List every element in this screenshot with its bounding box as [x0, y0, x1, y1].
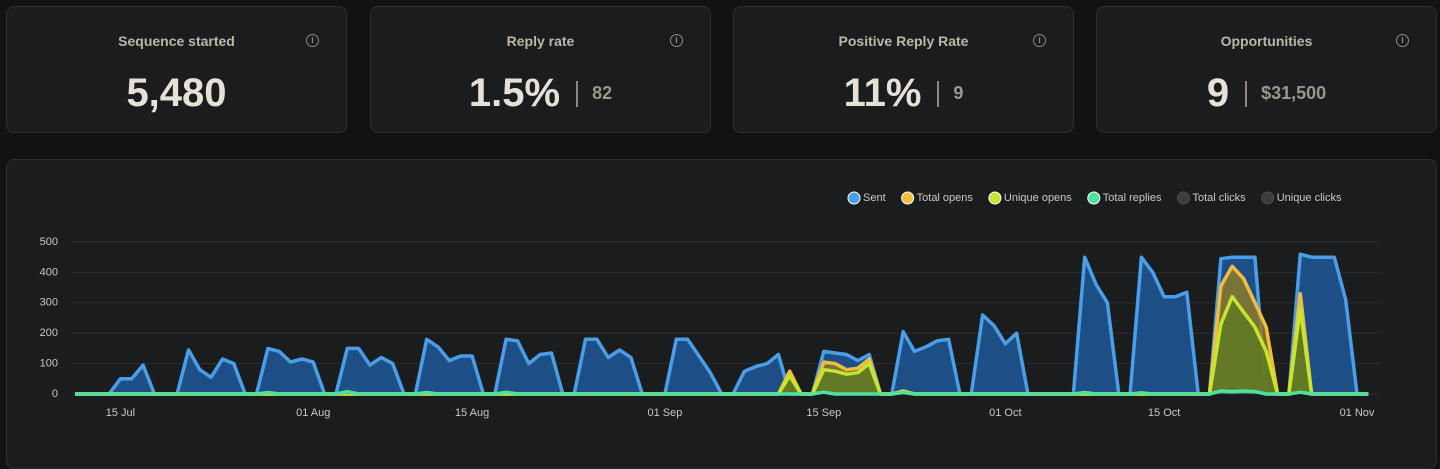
x-tick-label: 15 Jul: [106, 407, 135, 419]
page: {"cards": [ {"title": "Sequence started"…: [6, 6, 1437, 469]
legend-label[interactable]: Unique opens: [1004, 192, 1072, 204]
chart-panel: [6, 159, 1437, 469]
series-line: [75, 389, 1369, 396]
kpi-card: Reply rate i 1.5% 82: [370, 6, 711, 133]
legend-marker[interactable]: [988, 191, 1002, 205]
card-value: 5,480: [126, 71, 227, 115]
card-secondary: 9: [953, 83, 964, 103]
chart: 0 100 200 300 400 500 15 Jul 01 Aug 15 Aug 01 Sep…: [40, 191, 1380, 419]
card-title: Reply rate: [506, 33, 575, 49]
x-tick-label: 01 Oct: [989, 407, 1021, 419]
y-tick-label: 0: [52, 388, 58, 400]
info-icon[interactable]: i: [1396, 34, 1409, 47]
card-title: Positive Reply Rate: [838, 33, 969, 49]
card-secondary: $31,500: [1261, 83, 1327, 103]
info-icon[interactable]: i: [306, 34, 319, 47]
card-value: 1.5%: [468, 71, 561, 115]
y-tick-label: 500: [40, 236, 58, 248]
legend-marker[interactable]: [901, 191, 915, 205]
legend-marker[interactable]: [1087, 191, 1101, 205]
area-fill: [75, 254, 1369, 394]
card-values: 5,480: [7, 71, 346, 116]
card-value: 11%: [843, 71, 922, 115]
x-tick-label: 15 Sep: [806, 407, 841, 419]
separator: [576, 80, 579, 107]
legend-label[interactable]: Total opens: [917, 192, 974, 204]
legend-marker[interactable]: [1177, 191, 1190, 205]
legend-label[interactable]: Sent: [863, 192, 886, 204]
legend-label[interactable]: Total replies: [1103, 192, 1162, 204]
y-tick-label: 200: [40, 327, 58, 339]
info-icon[interactable]: i: [1033, 34, 1046, 47]
kpi-card: Opportunities i 9 $31,500: [1096, 6, 1437, 133]
card-values: 9 $31,500: [1097, 71, 1436, 116]
legend-label[interactable]: Total clicks: [1193, 192, 1247, 204]
x-tick-label: 01 Aug: [296, 407, 330, 419]
card-values: 1.5% 82: [371, 71, 710, 116]
y-tick-label: 400: [40, 266, 58, 278]
card-secondary: 82: [592, 83, 613, 103]
x-tick-label: 15 Oct: [1148, 407, 1180, 419]
card-value: 9: [1206, 71, 1230, 115]
y-tick-label: 300: [40, 297, 58, 309]
card-values: 11% 9: [734, 71, 1073, 116]
separator: [937, 80, 940, 107]
y-tick-label: 100: [40, 358, 58, 370]
info-icon[interactable]: i: [670, 34, 683, 47]
x-tick-label: 01 Sep: [648, 407, 683, 419]
legend-label[interactable]: Unique clicks: [1277, 192, 1342, 204]
legend-marker[interactable]: [1261, 191, 1275, 205]
kpi-card: Positive Reply Rate i 11% 9: [733, 6, 1074, 133]
separator: [1245, 80, 1248, 107]
card-title: Opportunities: [1220, 33, 1313, 49]
card-title: Sequence started: [118, 33, 235, 49]
x-tick-label: 15 Aug: [455, 407, 489, 419]
kpi-card: Sequence started i 5,480: [6, 6, 347, 133]
x-tick-label: 01 Nov: [1340, 407, 1375, 419]
legend-marker[interactable]: [847, 191, 861, 205]
